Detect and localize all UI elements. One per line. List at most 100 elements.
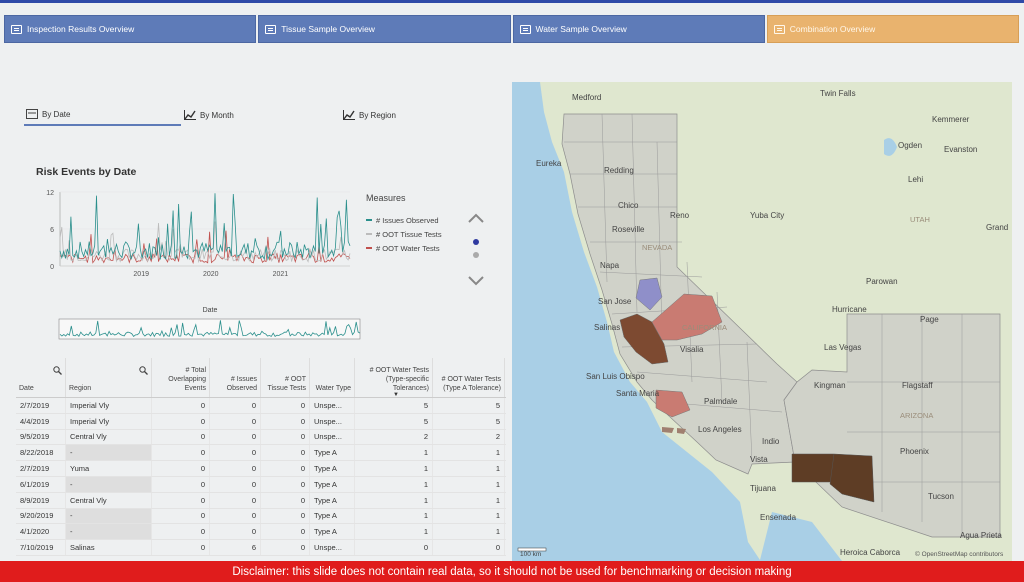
table-cell: 1 — [355, 524, 433, 540]
risk-events-chart[interactable]: 12 6 0 2019 2020 2021 — [30, 185, 360, 285]
table-cell: Yuma — [66, 461, 152, 476]
table-cell: Type A — [310, 476, 355, 492]
map-city-label: Tucson — [928, 492, 954, 501]
legend-title: Measures — [366, 193, 406, 203]
subtab-by-region[interactable]: By Region — [343, 104, 396, 126]
page-dot-active[interactable] — [473, 239, 479, 245]
map-city-label: Yuba City — [750, 211, 784, 220]
region-map[interactable]: Medford Twin Falls Kemmerer Ogden Evanston Eu… — [512, 82, 1012, 561]
county-imperial — [791, 453, 835, 483]
map-city-label: Medford — [572, 93, 601, 102]
table-cell: 1 — [355, 492, 433, 508]
scrubber-frame[interactable] — [58, 318, 361, 340]
table-cell: Central Vly — [66, 492, 152, 508]
scale-label: 100 km — [520, 551, 541, 558]
mini-series-issues-observed[interactable] — [59, 320, 361, 338]
table-header: Date Region # Total Overlapping Events #… — [16, 358, 506, 398]
table-cell: 0 — [152, 476, 210, 492]
line-chart-icon — [26, 109, 38, 119]
table-cell: 5 — [355, 398, 433, 413]
sort-desc-icon: ▼ — [393, 392, 399, 398]
header-region[interactable]: Region — [66, 358, 152, 397]
chevron-up-icon[interactable] — [468, 213, 484, 223]
search-icon[interactable] — [53, 366, 62, 375]
y-tick-label: 0 — [50, 264, 54, 271]
series-oot-tissue-tests[interactable] — [59, 221, 351, 264]
table-cell: Type A — [310, 524, 355, 540]
table-cell: 0 — [210, 398, 261, 413]
table-row[interactable]: 2/7/2019 Imperial Vly 0 0 0 Unspe... 5 5 — [16, 398, 506, 414]
tab-inspection-results[interactable]: Inspection Results Overview — [4, 15, 257, 43]
legend-label: # OOT Tissue Tests — [376, 229, 442, 239]
header-total-overlapping[interactable]: # Total Overlapping Events — [152, 358, 210, 397]
search-icon[interactable] — [139, 366, 148, 375]
page-dot[interactable] — [473, 252, 479, 258]
map-canvas[interactable]: Medford Twin Falls Kemmerer Ogden Evanston Eu… — [512, 82, 1012, 561]
header-water-type[interactable]: Water Type — [310, 358, 355, 397]
header-date[interactable]: Date — [16, 358, 66, 397]
map-city-label: Visalia — [680, 345, 704, 354]
map-city-label: Los Angeles — [698, 425, 742, 434]
legend-item[interactable]: # Issues Observed — [366, 213, 442, 227]
map-city-label: Tijuana — [750, 484, 776, 493]
table-cell: 0 — [261, 540, 310, 555]
y-tick-label: 6 — [50, 227, 54, 234]
header-oot-water-typea[interactable]: # OOT Water Tests (Type A Tolerance) — [433, 358, 505, 397]
table-cell: 0 — [210, 492, 261, 508]
sheet-icon — [773, 24, 785, 34]
table-cell: 0 — [152, 445, 210, 461]
header-oot-tissue[interactable]: # OOT Tissue Tests — [261, 358, 310, 397]
date-range-scrubber[interactable]: Date — [58, 300, 363, 344]
table-cell: 6 — [210, 540, 261, 555]
table-cell: 0 — [261, 524, 310, 540]
tab-tissue-sample[interactable]: Tissue Sample Overview — [258, 15, 511, 43]
table-cell: 0 — [261, 508, 310, 524]
legend-label: # Issues Observed — [376, 215, 439, 225]
table-cell: Unspe... — [310, 540, 355, 555]
header-oot-water-specific[interactable]: # OOT Water Tests (Type-specific Toleran… — [355, 358, 433, 398]
table-cell: 0 — [261, 492, 310, 508]
map-city-label: Palmdale — [704, 397, 738, 406]
map-city-label: Heroica Caborca — [840, 548, 901, 557]
table-cell: 2/7/2019 — [16, 461, 66, 476]
subtab-by-month[interactable]: By Month — [184, 104, 234, 126]
table-cell: 0 — [261, 461, 310, 476]
table-row[interactable]: 4/4/2019 Imperial Vly 0 0 0 Unspe... 5 5 — [16, 413, 506, 430]
disclaimer-banner: Disclaimer: this slide does not contain … — [0, 561, 1024, 582]
legend-item[interactable]: # OOT Tissue Tests — [366, 227, 442, 241]
header-issues-observed[interactable]: # Issues Observed — [210, 358, 261, 397]
x-axis-title: Date — [203, 307, 218, 314]
table-cell: 1 — [433, 445, 505, 461]
table-cell: 0 — [261, 476, 310, 492]
subtab-by-date[interactable]: By Date — [24, 104, 181, 126]
table-cell: 5 — [355, 413, 433, 429]
map-attribution[interactable]: © OpenStreetMap contributors — [915, 550, 1004, 558]
chevron-down-icon[interactable] — [468, 276, 484, 286]
map-city-label: Roseville — [612, 225, 645, 234]
table-cell: 0 — [152, 413, 210, 429]
table-cell: 5 — [433, 413, 505, 429]
table-row[interactable]: 9/5/2019 Central Vly 0 0 0 Unspe... 2 2 — [16, 429, 506, 446]
table-cell: 0 — [152, 398, 210, 413]
table-row[interactable]: 7/10/2019 Salinas 0 6 0 Unspe... 0 0 — [16, 540, 506, 556]
tab-label: Tissue Sample Overview — [281, 24, 375, 34]
series-issues-observed[interactable] — [59, 193, 351, 261]
tab-water-sample[interactable]: Water Sample Overview — [512, 15, 765, 43]
sheet-icon — [11, 24, 22, 34]
tab-combination-overview[interactable]: Combination Overview — [766, 15, 1019, 43]
map-city-label: Flagstaff — [902, 381, 933, 390]
table-cell: 1 — [355, 508, 433, 524]
table-cell: 0 — [261, 445, 310, 461]
series-oot-water-tests[interactable] — [59, 230, 351, 265]
legend-item[interactable]: # OOT Water Tests — [366, 241, 442, 255]
table-cell: 0 — [152, 540, 210, 555]
table-cell: 0 — [210, 461, 261, 476]
county-santa-barbara — [655, 389, 691, 418]
table-cell: Unspe... — [310, 413, 355, 429]
